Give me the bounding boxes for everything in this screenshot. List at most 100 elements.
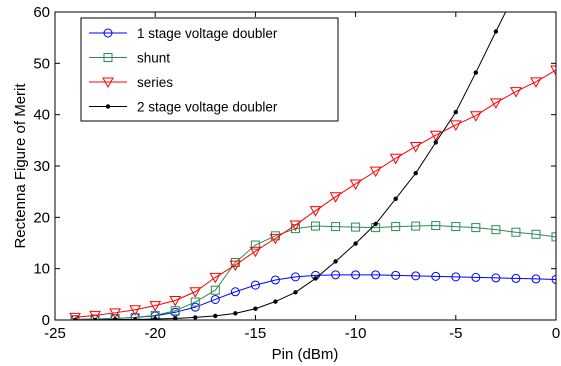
legend-marker (105, 104, 111, 109)
data-point-2-stage-voltage-doubler (72, 317, 78, 320)
data-point-series (249, 246, 262, 258)
legend-marker (103, 28, 113, 38)
data-point-series (530, 77, 542, 88)
data-point-1-stage-voltage-doubler (270, 275, 280, 285)
series-line-series (74, 69, 556, 318)
x-tick-label: -25 (44, 325, 66, 342)
legend-box (80, 17, 339, 122)
y-tick-label: 20 (33, 209, 50, 226)
data-point-shunt (451, 222, 461, 232)
data-point-2-stage-voltage-doubler (233, 311, 238, 316)
data-point-shunt (391, 222, 401, 232)
x-tick-label: -5 (449, 325, 462, 342)
data-point-1-stage-voltage-doubler (230, 287, 240, 297)
data-point-series (469, 111, 482, 122)
data-point-series (149, 301, 162, 312)
data-point-shunt (411, 221, 421, 231)
data-point-1-stage-voltage-doubler (471, 272, 481, 282)
data-point-series (429, 130, 442, 142)
data-point-2-stage-voltage-doubler (453, 109, 458, 115)
x-tick-label: -10 (345, 325, 367, 342)
y-tick-label: 50 (33, 55, 50, 72)
data-point-shunt (190, 297, 200, 307)
data-point-series (269, 233, 282, 245)
y-tick-label: 0 (42, 312, 50, 329)
y-tick-label: 40 (33, 107, 50, 124)
data-point-series (89, 310, 101, 320)
data-point-series (309, 206, 322, 217)
data-point-series (369, 166, 382, 178)
data-point-series (349, 179, 362, 190)
data-point-shunt (250, 240, 260, 250)
legend-marker (103, 53, 113, 62)
data-point-series (409, 141, 422, 153)
data-point-2-stage-voltage-doubler (273, 299, 278, 304)
ticks-layer: -25 -20 -15 -10 -5 0 0 10 20 30 40 50 60 (33, 4, 560, 342)
data-point-1-stage-voltage-doubler (551, 274, 556, 284)
data-point-series (209, 272, 222, 284)
data-point-2-stage-voltage-doubler (433, 140, 438, 145)
data-point-2-stage-voltage-doubler (112, 317, 118, 320)
legend-item-shunt: shunt (89, 51, 170, 66)
data-point-2-stage-voltage-doubler (193, 315, 198, 320)
data-point-1-stage-voltage-doubler (451, 272, 461, 282)
legend-marker (102, 77, 114, 89)
data-point-series (449, 120, 462, 131)
data-point-series (109, 308, 121, 319)
legend-label: 2 stage voltage doubler (137, 100, 278, 115)
data-point-shunt (311, 221, 321, 231)
data-point-2-stage-voltage-doubler (333, 259, 338, 264)
data-point-2-stage-voltage-doubler (373, 221, 378, 227)
data-point-1-stage-voltage-doubler (371, 270, 381, 280)
x-tick-label: -20 (144, 325, 166, 342)
data-point-shunt (531, 229, 541, 239)
data-point-series (69, 312, 81, 320)
legend-label: series (137, 75, 173, 90)
data-point-2-stage-voltage-doubler (92, 317, 98, 320)
data-point-1-stage-voltage-doubler (491, 273, 501, 283)
data-point-series (389, 153, 402, 165)
data-point-shunt (511, 227, 521, 237)
legend-label: shunt (137, 51, 170, 66)
y-tick-label: 30 (33, 158, 50, 175)
data-point-2-stage-voltage-doubler (493, 29, 499, 34)
data-point-2-stage-voltage-doubler (313, 276, 318, 281)
data-point-2-stage-voltage-doubler (413, 170, 418, 176)
data-point-shunt (70, 314, 80, 320)
y-tick-label: 60 (33, 4, 50, 21)
data-point-shunt (431, 221, 441, 231)
data-point-series (329, 192, 342, 203)
data-point-series (289, 220, 302, 232)
legend-item-1-stage-voltage-doubler: 1 stage voltage doubler (89, 26, 278, 41)
data-point-1-stage-voltage-doubler (250, 280, 260, 290)
data-point-1-stage-voltage-doubler (431, 271, 441, 281)
data-point-series (490, 98, 502, 109)
data-point-shunt (351, 222, 361, 232)
data-point-1-stage-voltage-doubler (190, 302, 200, 312)
data-point-1-stage-voltage-doubler (411, 271, 421, 281)
legend-item-series: series (89, 75, 173, 90)
data-point-2-stage-voltage-doubler (353, 241, 358, 246)
data-point-1-stage-voltage-doubler (351, 270, 361, 280)
data-point-shunt (170, 306, 180, 316)
y-axis-title: Rectenna Figure of Merit (12, 83, 29, 249)
data-point-series (510, 87, 522, 98)
data-point-shunt (491, 225, 501, 235)
data-point-shunt (471, 223, 481, 233)
data-point-1-stage-voltage-doubler (290, 272, 300, 282)
data-point-2-stage-voltage-doubler (393, 196, 398, 202)
data-point-1-stage-voltage-doubler (511, 273, 521, 283)
data-point-2-stage-voltage-doubler (253, 306, 258, 311)
y-tick-label: 10 (33, 261, 50, 278)
data-point-2-stage-voltage-doubler (173, 316, 178, 320)
x-tick-label: 0 (552, 325, 560, 342)
data-point-shunt (130, 312, 140, 320)
legend: 1 stage voltage doubler shunt series 2 stag… (80, 17, 339, 122)
data-point-shunt (551, 232, 556, 242)
data-point-series (169, 295, 182, 307)
data-point-2-stage-voltage-doubler (473, 70, 479, 75)
data-point-1-stage-voltage-doubler (331, 270, 341, 280)
data-point-1-stage-voltage-doubler (210, 294, 220, 304)
data-point-2-stage-voltage-doubler (213, 313, 218, 319)
series-series (69, 65, 556, 320)
